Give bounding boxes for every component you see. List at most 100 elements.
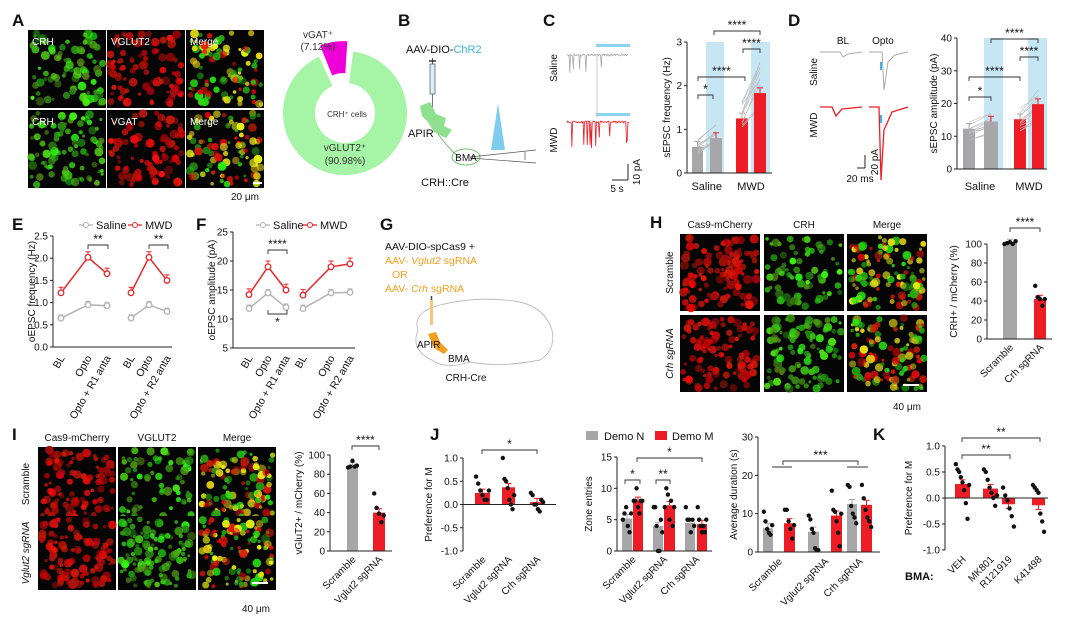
cell — [268, 560, 273, 565]
data-point — [145, 301, 153, 309]
cell — [779, 270, 785, 277]
cell — [687, 290, 691, 294]
cell — [223, 96, 231, 104]
cell — [199, 570, 206, 577]
cell — [50, 72, 57, 80]
cell — [258, 82, 263, 87]
cell — [181, 525, 190, 534]
cell — [119, 49, 127, 57]
data-point — [537, 509, 542, 514]
cell — [147, 585, 151, 589]
cell — [94, 505, 103, 513]
legend-marker — [132, 222, 138, 228]
data-point — [764, 526, 770, 532]
cell — [158, 482, 165, 489]
cell — [172, 30, 181, 39]
cell — [855, 286, 859, 291]
cell — [816, 373, 826, 383]
cell — [232, 61, 237, 66]
cell — [158, 78, 164, 84]
cell — [115, 43, 121, 48]
cell — [103, 547, 111, 555]
cell — [89, 40, 98, 49]
legend-label: Demo N — [604, 431, 644, 443]
cell — [91, 161, 98, 168]
cell — [726, 280, 735, 290]
significance-label: **** — [1005, 26, 1024, 40]
cell — [215, 448, 220, 453]
cell — [122, 527, 132, 537]
cell — [219, 178, 224, 184]
cell — [54, 80, 62, 88]
cell — [68, 557, 76, 565]
cell — [909, 274, 917, 283]
cell — [856, 373, 863, 381]
cell — [149, 578, 154, 583]
slice-label: vGLUT2⁺ — [324, 143, 367, 154]
cell — [100, 456, 107, 463]
data-point — [791, 522, 797, 528]
cell — [74, 579, 83, 589]
cell — [249, 452, 253, 456]
cell — [99, 117, 103, 122]
cell — [35, 91, 41, 96]
data-point — [627, 530, 632, 535]
cell — [163, 578, 171, 586]
cell — [116, 72, 122, 78]
y-tick-label: 0.5 — [926, 468, 940, 479]
cell — [711, 367, 720, 375]
cell — [123, 165, 129, 171]
cell — [175, 490, 181, 496]
sgrna-suffix: sgRNA — [428, 283, 464, 295]
cell — [219, 536, 228, 545]
cell — [231, 565, 237, 570]
data-point — [1042, 296, 1048, 302]
cell — [868, 339, 874, 345]
cell — [775, 348, 780, 353]
cell — [916, 335, 923, 342]
cell — [194, 146, 203, 156]
cell — [887, 238, 896, 246]
data-point — [1010, 241, 1015, 247]
y-tick-label: 0 — [976, 335, 982, 346]
cell — [169, 129, 179, 139]
significance-label: *** — [813, 448, 827, 462]
cell — [54, 540, 58, 544]
cell — [733, 371, 737, 375]
y-tick-label: 0 — [946, 165, 952, 176]
cell — [233, 535, 239, 541]
cell — [62, 71, 67, 76]
legend-marker — [83, 222, 89, 228]
data-point — [956, 469, 962, 475]
data-point — [264, 263, 272, 271]
cell — [165, 451, 170, 456]
data-point — [690, 517, 695, 522]
cell — [148, 168, 157, 177]
significance-label: **** — [356, 433, 375, 447]
syringe-icon — [429, 63, 436, 95]
cell — [248, 123, 257, 132]
cell — [245, 155, 249, 160]
cell — [703, 257, 712, 267]
bar — [373, 512, 385, 551]
cell — [147, 161, 153, 168]
cell — [749, 368, 757, 377]
cell — [718, 351, 725, 358]
cell — [786, 313, 795, 323]
data-point — [103, 302, 111, 310]
data-point — [507, 497, 512, 503]
paired-line — [741, 78, 761, 125]
panel-label-e: E — [12, 215, 23, 234]
saline-trace — [566, 52, 629, 73]
cell — [62, 91, 71, 99]
data-point — [966, 482, 972, 488]
cell — [264, 488, 269, 492]
cell — [126, 124, 133, 132]
cell — [66, 497, 70, 502]
cell — [52, 564, 59, 571]
cell — [56, 567, 64, 575]
cell — [56, 517, 61, 522]
cell — [250, 79, 257, 85]
cell — [133, 143, 139, 148]
